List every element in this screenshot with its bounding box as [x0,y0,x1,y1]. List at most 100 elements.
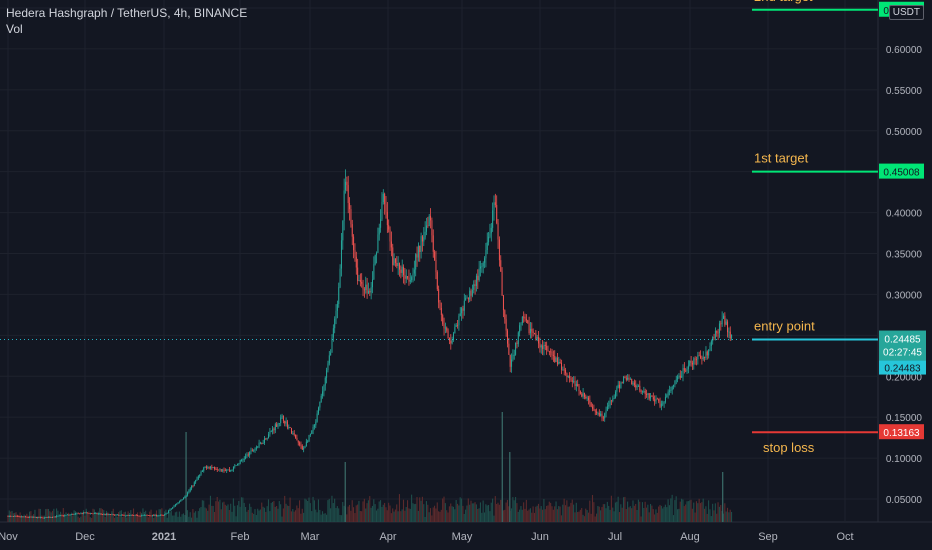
candle-body [731,334,733,339]
candle-body [307,441,309,443]
candle-body [693,358,695,365]
candle-body [606,406,608,411]
candle-body [690,360,692,363]
candle-body [303,448,305,450]
volume-bar [35,517,37,522]
x-tick-label: Jun [531,531,549,543]
volume-bar [103,510,105,522]
volume-bar [462,505,464,522]
volume-bar [609,509,611,522]
candle-body [315,421,317,426]
volume-bar [722,472,724,522]
candle-body [556,357,558,365]
currency-button[interactable]: USDT [888,5,924,20]
candle-body [351,224,353,237]
candle-body [200,471,202,475]
candle-body [27,517,29,518]
volume-bar [428,512,430,522]
volume-bar [564,505,567,522]
volume-bar [108,513,110,522]
candle-body [216,469,218,470]
candle-body [691,362,693,365]
volume-bar [31,515,33,522]
candle-body [330,352,332,356]
candle-body [682,368,684,376]
candle-body [154,514,156,516]
candle-body [431,220,433,236]
candle-body [355,256,357,268]
volume-bar [625,509,627,522]
volume-bar [120,510,122,522]
volume-bar [560,515,562,522]
candle-body [696,359,697,361]
candle-body [496,204,498,223]
time-axis[interactable]: Nov Dec 2021 Feb Mar Apr May Jun Jul Aug Sep Oct [0,531,854,543]
volume-bar [176,511,178,522]
candle-body [590,402,592,407]
candle-body [408,277,410,282]
volume-bar [601,507,603,522]
candle-body [628,377,630,380]
volume-bar [405,507,407,522]
volume-bar [169,512,171,522]
secondary-price-badge [879,360,926,375]
x-tick-label: Oct [836,531,853,543]
y-tick-label: 0.35000 [886,250,923,261]
candle-body [519,325,521,333]
candle-body [515,342,517,355]
candle-body [658,398,660,402]
candle-body [475,275,477,287]
y-tick-label: 0.60000 [886,45,923,56]
candle-body [413,269,415,274]
volume-bar [290,511,292,522]
volume-bar [242,497,244,522]
volume-bar [300,513,302,522]
candle-body [598,412,600,416]
candle-body [197,476,199,479]
candle-body [412,273,414,278]
candle-body [511,359,513,367]
candle-body [269,431,271,435]
volume-bar [492,498,494,522]
volume-bar [458,505,460,522]
volume-bar [173,515,175,522]
volume-bar [655,509,657,522]
volume-bar [126,517,128,522]
candles [0,169,878,519]
volume-bar [512,497,514,522]
volume-bar [321,511,324,522]
volume-bars [7,412,733,522]
volume-bar [281,516,283,522]
candle-body [424,231,426,238]
volume-bar [243,502,245,522]
volume-bar [728,512,730,522]
volume-bar [312,496,314,522]
candle-body [234,465,236,467]
candle-body [621,382,623,384]
volume-bar [27,515,29,522]
volume-bar [143,511,145,522]
volume-bar [709,509,711,522]
candle-body [687,365,689,369]
candle-body [57,515,59,517]
volume-bar [134,515,136,522]
volume-bar [189,512,191,522]
candle-body [235,465,237,466]
volume-bar [93,509,95,522]
candle-body [14,516,16,517]
volume-bar [465,509,467,522]
candle-body [41,517,43,519]
candle-body [224,470,226,472]
volume-bar [569,506,571,522]
volume-bar [670,498,672,522]
volume-bar [114,517,116,522]
volume-bar [165,509,167,522]
candle-body [177,502,179,504]
volume-bar [548,501,550,522]
candle-body [708,349,710,356]
volume-bar [528,509,530,522]
volume-bar [448,506,450,522]
candle-body [512,354,514,360]
candle-body [547,350,549,352]
